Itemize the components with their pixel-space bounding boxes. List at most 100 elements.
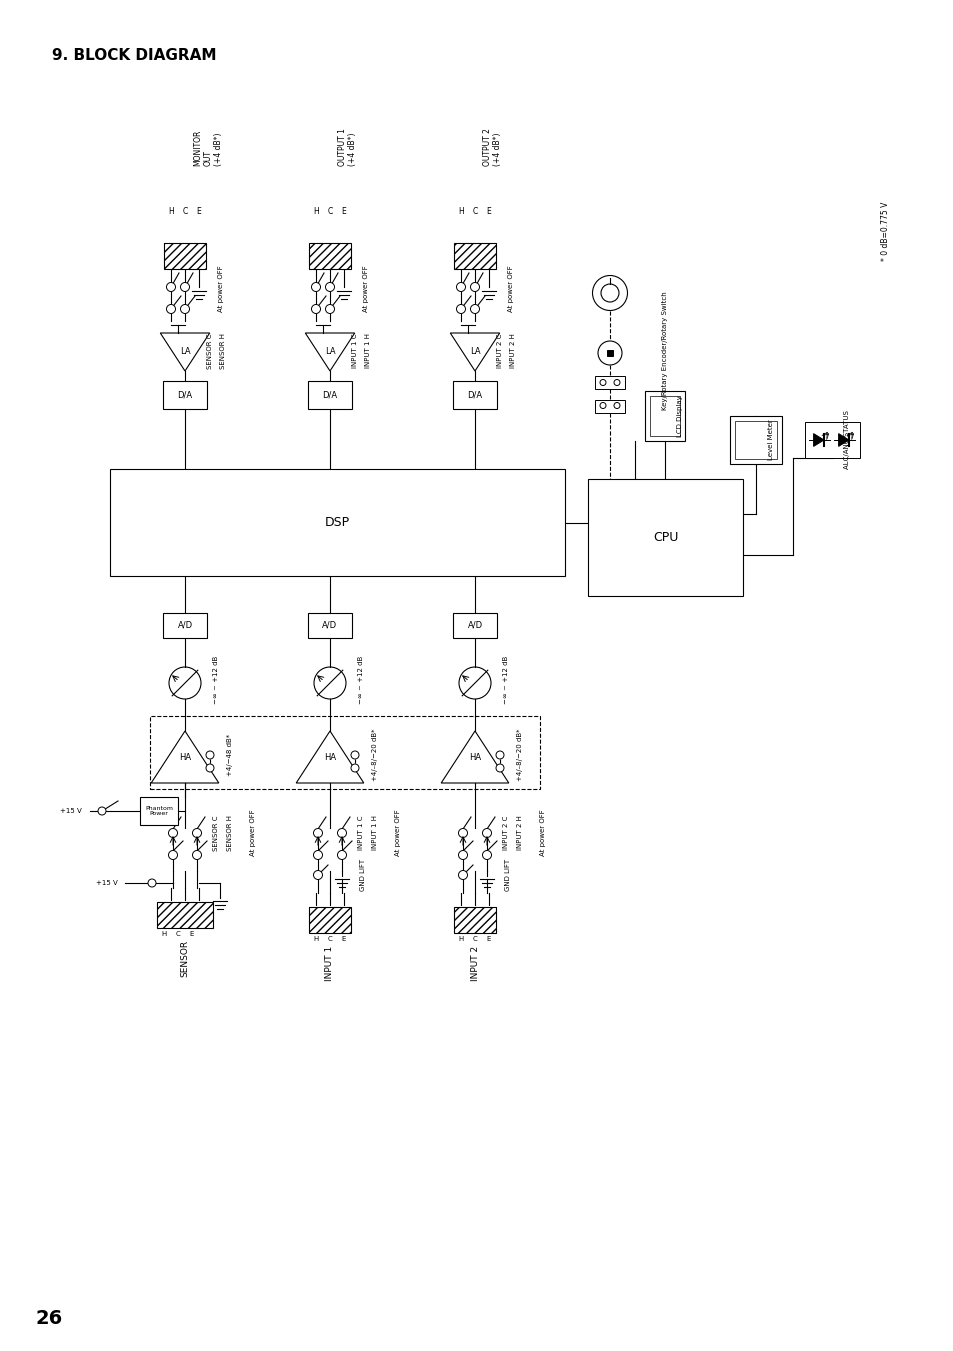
Polygon shape bbox=[813, 434, 823, 446]
Text: At power OFF: At power OFF bbox=[539, 809, 545, 857]
Text: C: C bbox=[327, 207, 333, 216]
Bar bbox=[595, 376, 624, 389]
Circle shape bbox=[470, 282, 479, 292]
Circle shape bbox=[599, 380, 605, 385]
Text: OUTPUT 1
(+4 dB*): OUTPUT 1 (+4 dB*) bbox=[337, 128, 357, 166]
Text: At power OFF: At power OFF bbox=[218, 266, 224, 312]
Circle shape bbox=[337, 828, 346, 838]
Text: INPUT 2 C: INPUT 2 C bbox=[497, 334, 502, 369]
Text: +4/–8/−20 dB*: +4/–8/−20 dB* bbox=[372, 728, 377, 781]
Circle shape bbox=[167, 282, 175, 292]
Text: +4/−48 dB*: +4/−48 dB* bbox=[227, 734, 233, 775]
Bar bbox=[309, 907, 351, 934]
Circle shape bbox=[169, 851, 177, 859]
Text: OUTPUT 2
(+4 dB*): OUTPUT 2 (+4 dB*) bbox=[482, 128, 502, 166]
Bar bbox=[163, 613, 207, 638]
Circle shape bbox=[482, 851, 491, 859]
Text: C: C bbox=[472, 207, 477, 216]
Bar bbox=[734, 422, 776, 459]
Circle shape bbox=[148, 880, 156, 888]
Text: INPUT 1 H: INPUT 1 H bbox=[372, 816, 377, 851]
Circle shape bbox=[206, 751, 213, 759]
Text: SENSOR C: SENSOR C bbox=[207, 334, 213, 369]
Text: D/A: D/A bbox=[467, 390, 482, 400]
Text: MONITOR
OUT
(+4 dB*): MONITOR OUT (+4 dB*) bbox=[193, 130, 223, 166]
Text: H: H bbox=[161, 931, 167, 938]
Bar bbox=[644, 390, 684, 440]
Circle shape bbox=[482, 828, 491, 838]
Bar bbox=[454, 243, 496, 269]
Bar bbox=[729, 416, 781, 463]
Text: INPUT 1 C: INPUT 1 C bbox=[352, 334, 357, 369]
Bar bbox=[607, 350, 612, 355]
Text: 9. BLOCK DIAGRAM: 9. BLOCK DIAGRAM bbox=[52, 49, 216, 63]
Text: H: H bbox=[457, 936, 463, 942]
Text: At power OFF: At power OFF bbox=[363, 266, 369, 312]
Text: GND LIFT: GND LIFT bbox=[359, 859, 366, 892]
Circle shape bbox=[206, 765, 213, 771]
Text: +15 V: +15 V bbox=[96, 880, 118, 886]
Text: INPUT 2 H: INPUT 2 H bbox=[510, 334, 516, 369]
Bar bbox=[453, 613, 497, 638]
Circle shape bbox=[614, 403, 619, 408]
Text: At power OFF: At power OFF bbox=[250, 809, 255, 857]
Text: LCD Display: LCD Display bbox=[677, 394, 682, 436]
Text: A/D: A/D bbox=[322, 621, 337, 630]
Text: DSP: DSP bbox=[325, 516, 350, 530]
Text: H: H bbox=[457, 207, 463, 216]
Text: C: C bbox=[327, 936, 332, 942]
Text: −∞ ~ +12 dB: −∞ ~ +12 dB bbox=[213, 655, 219, 704]
Bar bbox=[804, 422, 859, 458]
Text: Phantom
Power: Phantom Power bbox=[145, 805, 172, 816]
Bar bbox=[110, 469, 564, 576]
Circle shape bbox=[470, 304, 479, 313]
Text: +15 V: +15 V bbox=[60, 808, 82, 815]
Text: A/D: A/D bbox=[467, 621, 482, 630]
Circle shape bbox=[325, 282, 335, 292]
Text: H: H bbox=[313, 207, 318, 216]
Text: GND LIFT: GND LIFT bbox=[504, 859, 511, 892]
Bar bbox=[587, 480, 742, 596]
Text: SENSOR H: SENSOR H bbox=[220, 332, 226, 369]
Text: CPU: CPU bbox=[652, 531, 678, 544]
Text: INPUT 1 C: INPUT 1 C bbox=[357, 816, 364, 850]
Polygon shape bbox=[838, 434, 848, 446]
Circle shape bbox=[169, 828, 177, 838]
Text: HA: HA bbox=[179, 753, 191, 762]
Text: LA: LA bbox=[469, 346, 479, 355]
Bar bbox=[164, 243, 206, 269]
Bar bbox=[308, 381, 352, 409]
Text: E: E bbox=[190, 931, 194, 938]
Text: INPUT 1: INPUT 1 bbox=[325, 946, 335, 981]
Circle shape bbox=[599, 403, 605, 408]
Circle shape bbox=[314, 870, 322, 880]
Bar bbox=[453, 381, 497, 409]
Text: C: C bbox=[175, 931, 180, 938]
Bar bbox=[140, 797, 178, 825]
Circle shape bbox=[456, 282, 465, 292]
Bar bbox=[649, 396, 679, 436]
Circle shape bbox=[496, 765, 503, 771]
Text: SENSOR H: SENSOR H bbox=[227, 815, 233, 851]
Text: C: C bbox=[472, 936, 476, 942]
Text: At power OFF: At power OFF bbox=[395, 809, 400, 857]
Text: HA: HA bbox=[324, 753, 335, 762]
Text: E: E bbox=[341, 936, 346, 942]
Text: H: H bbox=[168, 207, 173, 216]
Text: LA: LA bbox=[179, 346, 190, 355]
Text: INPUT 2: INPUT 2 bbox=[470, 946, 479, 981]
Text: E: E bbox=[196, 207, 201, 216]
Text: H: H bbox=[313, 936, 318, 942]
Text: D/A: D/A bbox=[322, 390, 337, 400]
Text: −∞ ~ +12 dB: −∞ ~ +12 dB bbox=[357, 655, 364, 704]
Bar bbox=[309, 243, 351, 269]
Circle shape bbox=[337, 851, 346, 859]
Circle shape bbox=[312, 282, 320, 292]
Circle shape bbox=[496, 751, 503, 759]
Text: D/A: D/A bbox=[177, 390, 193, 400]
Text: SENSOR C: SENSOR C bbox=[213, 815, 219, 851]
Text: INPUT 2 C: INPUT 2 C bbox=[502, 816, 509, 850]
Text: −∞ ~ +12 dB: −∞ ~ +12 dB bbox=[502, 655, 509, 704]
Bar bbox=[163, 381, 207, 409]
Circle shape bbox=[325, 304, 335, 313]
